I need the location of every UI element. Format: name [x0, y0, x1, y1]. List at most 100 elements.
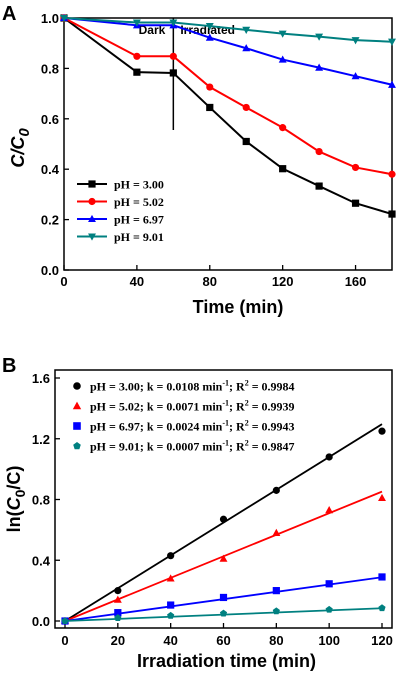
data-point-a-3	[132, 19, 141, 27]
data-point-a-3	[242, 26, 251, 34]
data-point-a-0	[169, 69, 177, 77]
data-point-b-0	[378, 427, 386, 435]
y-axis-title-main: C/C	[8, 136, 28, 168]
y-tick-label-a: 0.2	[41, 213, 59, 228]
legend-label-a-3: pH = 9.01	[114, 230, 164, 244]
data-point-a-3	[278, 30, 287, 38]
data-point-a-2	[242, 44, 251, 52]
data-point-a-0	[279, 165, 287, 173]
legend-text-sup: -1	[222, 379, 229, 388]
legend-label-b-3: pH = 9.01; k = 0.0007 min-1; R2 = 0.9847	[90, 439, 295, 454]
legend-text-r: ; R	[229, 400, 245, 414]
x-tick-label-a: 40	[130, 274, 144, 289]
data-point-b-2	[325, 580, 333, 588]
legend-marker-a-0	[88, 180, 96, 188]
x-tick-label-a: 0	[60, 274, 67, 289]
x-tick-label-b: 60	[216, 633, 230, 648]
data-point-b-2	[114, 609, 122, 617]
data-point-a-0	[388, 210, 396, 218]
x-axis-title-a: Time (min)	[193, 297, 284, 317]
legend-marker-b-0	[73, 382, 81, 390]
legend-marker-a-1	[88, 197, 96, 206]
x-tick-label-b: 0	[61, 633, 68, 648]
x-tick-label-a: 80	[203, 274, 217, 289]
data-point-a-1	[133, 52, 141, 60]
data-point-b-3	[61, 617, 69, 625]
data-point-b-3	[114, 614, 122, 622]
data-point-b-0	[272, 486, 280, 494]
y-tick-label-b: 1.6	[32, 371, 50, 386]
legend-text-sup: -1	[222, 439, 229, 448]
legend-marker-b-2	[73, 422, 81, 430]
data-point-b-2	[272, 587, 280, 595]
plot-frame-a	[63, 17, 393, 271]
data-point-a-0	[206, 103, 214, 112]
y-tick-label-b: 0.4	[32, 553, 51, 568]
legend-marker-a-2	[88, 214, 96, 223]
data-point-a-1	[242, 103, 250, 112]
x-tick-label-b: 80	[269, 633, 283, 648]
annotation-dark: Dark	[139, 23, 166, 37]
x-tick-label-b: 100	[318, 633, 340, 648]
panel-label-b: B	[2, 355, 16, 377]
legend-text-r2val: = 0.9847	[249, 440, 295, 454]
series-line-a-1	[63, 17, 393, 176]
data-point-b-0	[325, 453, 333, 461]
data-point-b-1	[272, 528, 281, 536]
legend-text-main: pH = 9.01; k = 0.0007 min	[90, 440, 223, 454]
panel-label-a: A	[2, 3, 16, 25]
data-point-b-3	[167, 611, 175, 619]
y-axis-title-c: C	[4, 496, 24, 510]
x-tick-label-b: 20	[111, 633, 125, 648]
legend-text-r2sup: 2	[245, 439, 249, 448]
data-point-b-0	[114, 587, 122, 595]
legend-label-a-1: pH = 5.02	[114, 195, 164, 209]
legend-text-main: pH = 3.00; k = 0.0108 min	[90, 380, 223, 394]
data-point-a-2	[315, 63, 324, 71]
legend-text-r2sup: 2	[245, 419, 249, 428]
y-axis-title-sub: 0	[12, 489, 28, 497]
legend-text-r2val: = 0.9943	[249, 420, 295, 434]
data-point-a-2	[388, 80, 396, 88]
legend-text-r2sup: 2	[245, 379, 249, 388]
legend-text-sup: -1	[222, 419, 229, 428]
x-tick-label-a: 160	[345, 274, 367, 289]
legend-text-r2val: = 0.9939	[249, 400, 295, 414]
legend-text-r2sup: 2	[245, 399, 249, 408]
data-point-a-1	[315, 147, 323, 156]
y-tick-label-b: 0.8	[32, 493, 50, 508]
data-point-b-0	[167, 552, 175, 560]
x-tick-label-b: 120	[371, 633, 393, 648]
data-point-a-1	[388, 170, 396, 178]
data-point-a-2	[278, 55, 287, 63]
y-tick-label-b: 0.0	[32, 614, 50, 629]
data-point-b-2	[219, 593, 228, 602]
data-point-b-3	[378, 604, 386, 612]
chart-b: 0 20 40 60 80 100 1200.00.40.81.21.6Irradiatio…	[4, 369, 393, 671]
legend-marker-b-1	[72, 401, 82, 410]
data-point-a-1	[206, 83, 214, 91]
y-axis-title-sub: 0	[16, 128, 33, 137]
y-axis-title-pre: ln(	[4, 510, 24, 532]
data-point-b-1	[113, 595, 122, 603]
data-point-a-3	[205, 23, 214, 31]
legend-label-b-1: pH = 5.02; k = 0.0071 min-1; R2 = 0.9939	[90, 399, 295, 414]
y-tick-label-a: 0.8	[41, 61, 59, 76]
legend-text-main: pH = 5.02; k = 0.0071 min	[90, 400, 223, 414]
data-point-b-1	[325, 505, 334, 514]
data-point-b-0	[219, 515, 228, 523]
legend-label-b-0: pH = 3.00; k = 0.0108 min-1; R2 = 0.9984	[90, 379, 295, 394]
legend-text-sup: -1	[222, 399, 229, 408]
legend-label-a-0: pH = 3.00	[114, 178, 164, 192]
data-point-a-2	[351, 72, 360, 80]
data-point-a-3	[351, 37, 360, 45]
y-tick-label-a: 0.0	[41, 263, 59, 278]
legend-label-a-2: pH = 6.97	[114, 213, 164, 227]
data-point-b-2	[167, 601, 175, 609]
data-point-a-2	[205, 33, 214, 41]
data-point-b-3	[272, 607, 280, 615]
data-point-a-1	[169, 52, 177, 60]
data-point-b-1	[378, 493, 386, 502]
y-tick-label-b: 1.2	[32, 432, 50, 447]
